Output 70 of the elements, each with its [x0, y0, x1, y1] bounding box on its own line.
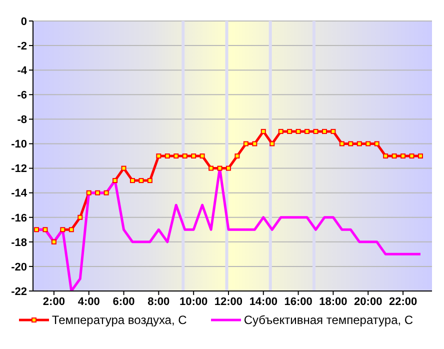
point [243, 141, 248, 146]
point [60, 227, 66, 232]
y-tick-label: -4 [17, 64, 28, 77]
x-tick-label: 4:00 [78, 296, 100, 308]
x-tick-label: 22:00 [388, 296, 418, 308]
y-tick-label: -6 [17, 90, 27, 102]
point [418, 154, 423, 158]
point [182, 154, 188, 158]
point [296, 128, 301, 134]
point [278, 128, 284, 134]
point [174, 154, 179, 158]
y-tick-label: -8 [17, 114, 27, 126]
x-tick-label: 6:00 [112, 296, 135, 308]
point [34, 227, 39, 232]
point [95, 190, 100, 196]
y-tick-label: -10 [11, 138, 27, 151]
point [234, 154, 240, 158]
point [409, 154, 414, 158]
point [130, 178, 135, 184]
x-tick-label: 14:00 [249, 296, 278, 308]
point [366, 141, 371, 146]
point [260, 128, 266, 134]
y-tick-label: -14 [11, 188, 28, 200]
point [51, 239, 56, 244]
point [200, 154, 205, 158]
point [400, 154, 406, 158]
point [392, 154, 397, 158]
point [226, 166, 231, 171]
point [348, 141, 354, 146]
point [252, 141, 258, 146]
y-tick-label: 0 [20, 16, 27, 28]
y-tick-label: -2 [17, 40, 27, 52]
x-tick-label: 8:00 [148, 296, 170, 308]
point [313, 128, 318, 134]
point [156, 154, 162, 158]
point [356, 141, 362, 146]
point [191, 154, 196, 158]
x-tick-label: 18:00 [319, 296, 348, 308]
point [104, 190, 109, 196]
point [217, 166, 222, 171]
point [287, 128, 292, 134]
legend-label: Субъективная температура, С [244, 313, 414, 327]
point [112, 178, 118, 184]
y-tick-label: -22 [11, 286, 27, 298]
point [330, 128, 336, 134]
point [78, 214, 83, 220]
y-tick-label: -18 [11, 236, 27, 249]
x-tick-label: 16:00 [284, 296, 312, 308]
legend-label: Температура воздуха, С [52, 313, 187, 327]
x-tick-label: 20:00 [354, 296, 382, 308]
point [383, 154, 388, 158]
point [322, 128, 327, 134]
point [147, 178, 152, 184]
point [304, 128, 310, 134]
y-tick-label: -16 [11, 212, 27, 224]
point [339, 141, 344, 146]
point [86, 190, 92, 196]
x-tick-label: 12:00 [214, 296, 243, 308]
point [138, 178, 144, 184]
point [42, 227, 48, 232]
y-tick-label: -20 [11, 261, 27, 274]
point [374, 141, 380, 146]
point [164, 154, 170, 158]
point [68, 227, 74, 232]
point [121, 166, 126, 171]
y-tick-label: -12 [11, 163, 27, 176]
point [208, 166, 214, 171]
point [270, 141, 275, 146]
x-tick-label: 10:00 [180, 296, 208, 308]
x-tick-label: 2:00 [42, 296, 65, 308]
